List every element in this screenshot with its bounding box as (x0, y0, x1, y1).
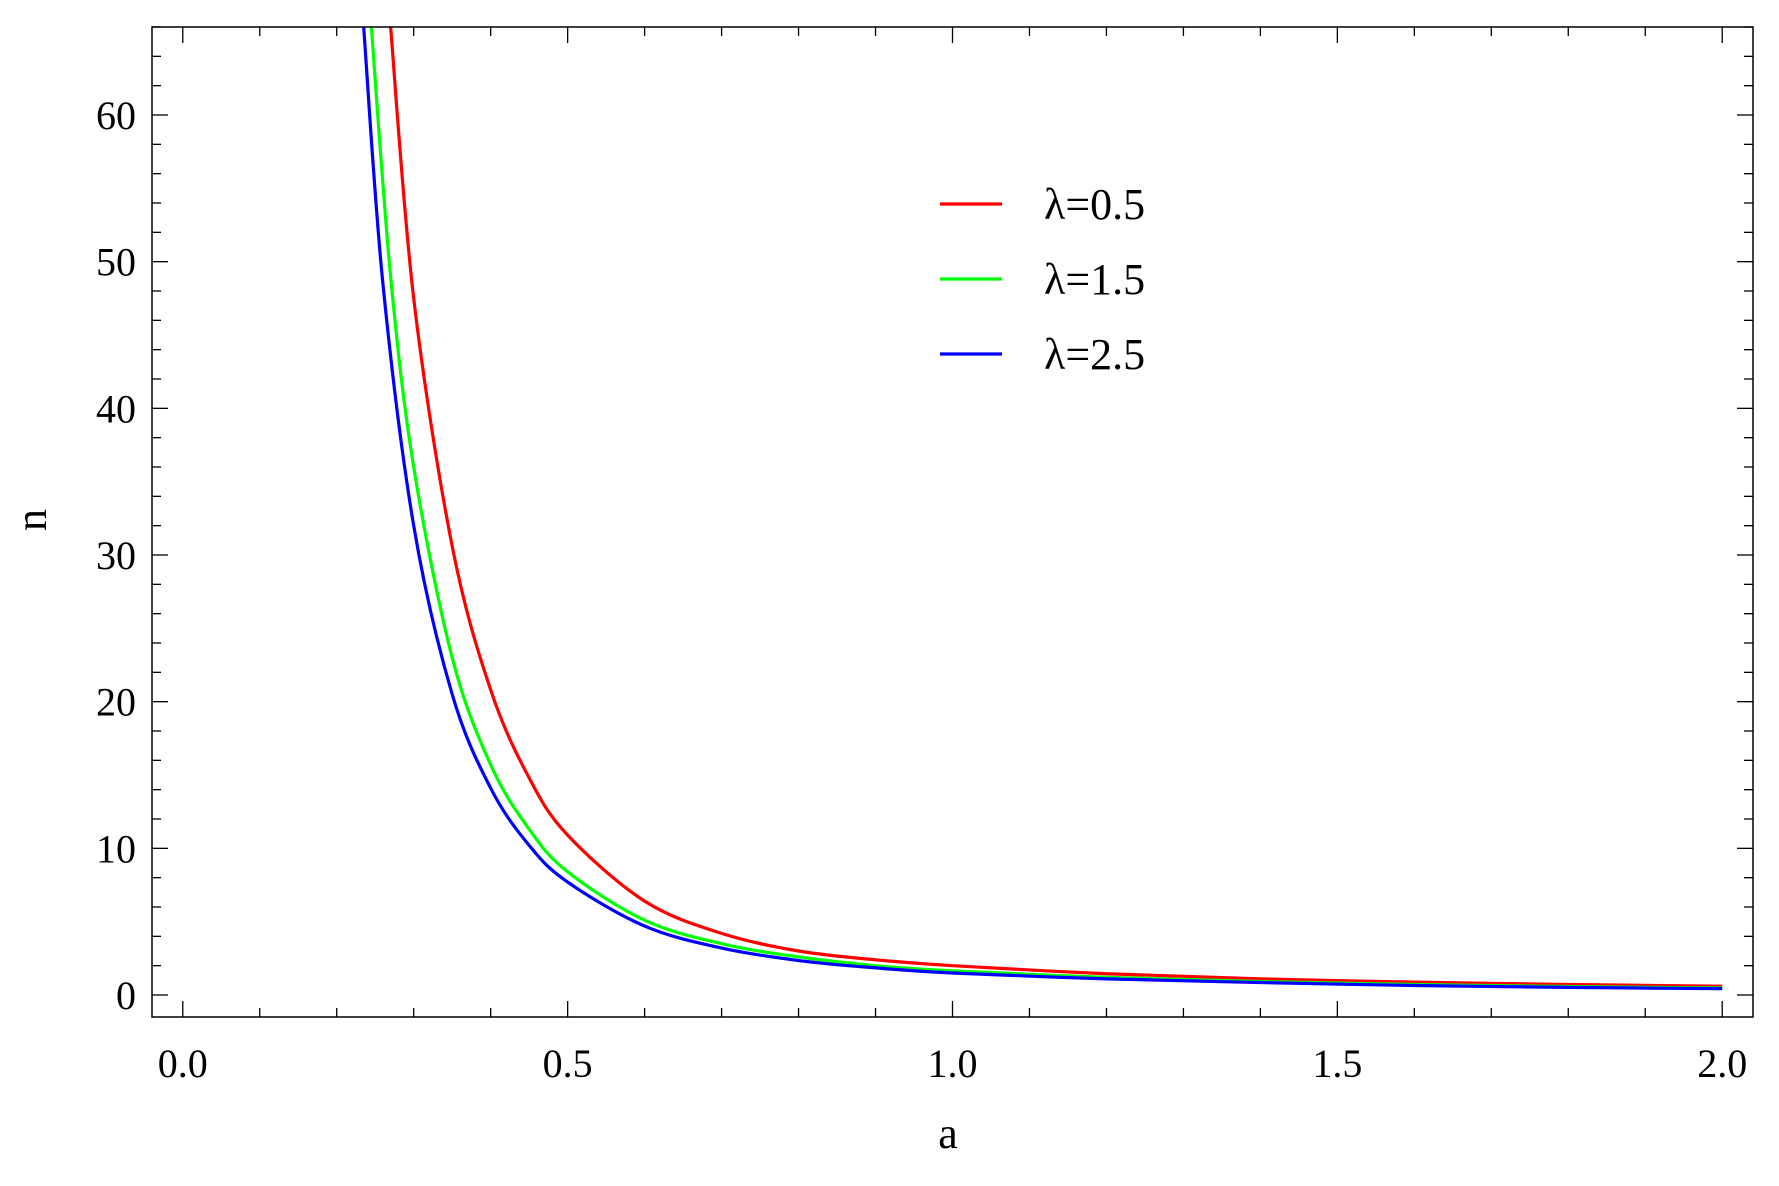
legend-label: λ=0.5 (1044, 180, 1145, 229)
y-tick-label: 50 (96, 240, 136, 285)
legend-label: λ=1.5 (1044, 255, 1145, 304)
y-axis-label: n (7, 509, 56, 531)
y-tick-label: 0 (116, 973, 136, 1018)
x-axis-label: a (938, 1109, 958, 1158)
x-tick-label: 0.5 (543, 1041, 593, 1086)
y-tick-label: 20 (96, 680, 136, 725)
series-layer (362, 27, 1723, 991)
y-tick-label: 10 (96, 826, 136, 871)
legend-label: λ=2.5 (1044, 330, 1145, 379)
series-line-1 (389, 27, 1723, 988)
x-tick-label: 1.5 (1312, 1041, 1362, 1086)
x-tick-label: 2.0 (1697, 1041, 1747, 1086)
y-tick-label: 30 (96, 533, 136, 578)
y-tick-label: 40 (96, 386, 136, 431)
x-tick-label: 1.0 (928, 1041, 978, 1086)
tick-layer: 0.0 0.5 1.0 1.5 2.0 0 10 20 30 40 50 60 (96, 26, 1753, 1086)
y-tick-label: 60 (96, 93, 136, 138)
series-line-3 (362, 27, 1723, 991)
x-tick-label: 0.0 (158, 1041, 208, 1086)
legend: λ=0.5 λ=1.5 λ=2.5 (940, 180, 1145, 379)
